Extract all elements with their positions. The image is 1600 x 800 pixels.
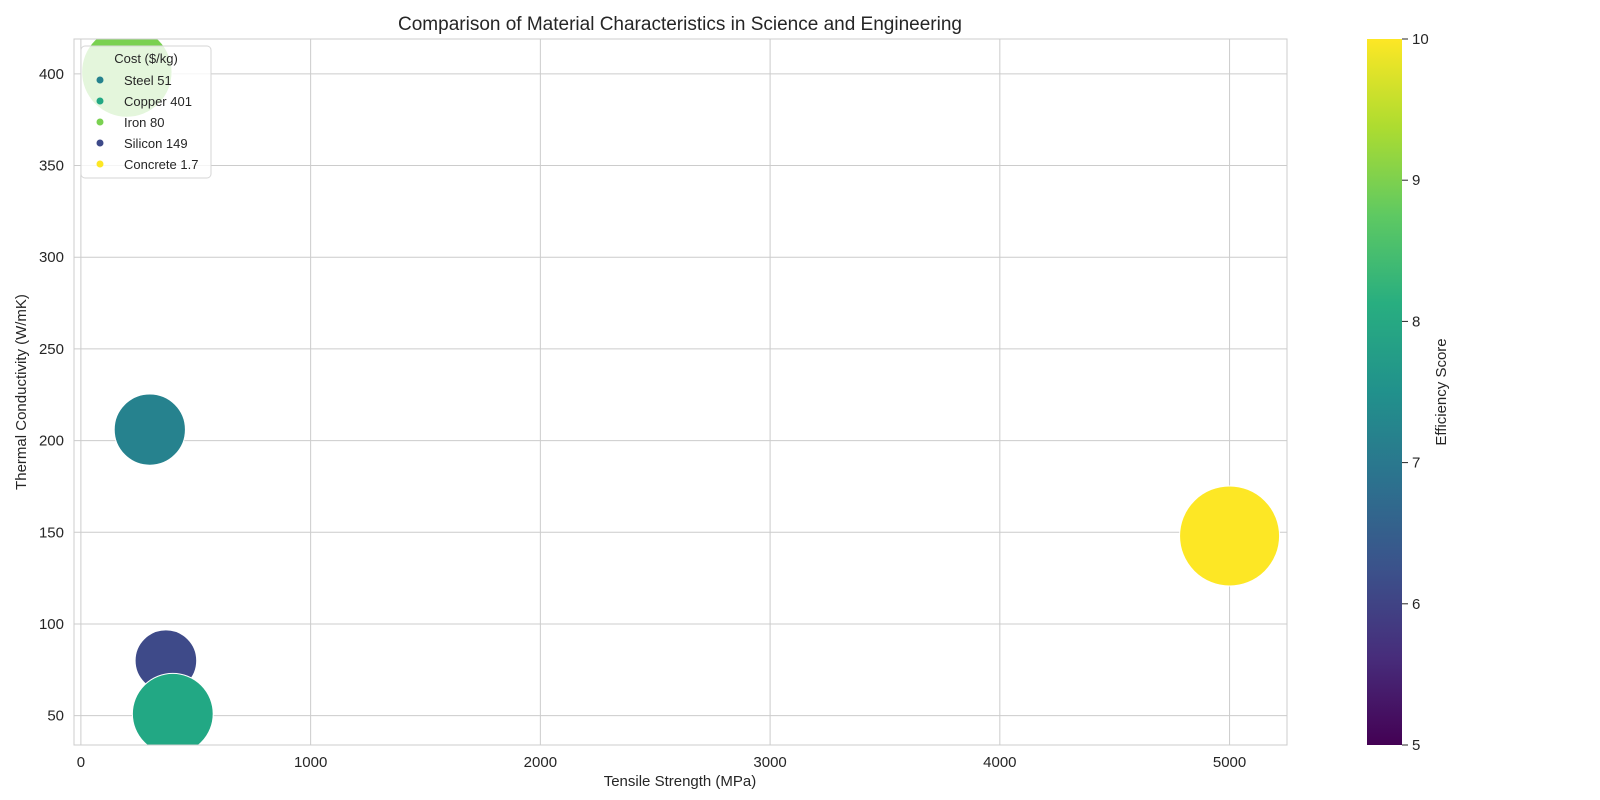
y-tick-label: 50 [47,708,64,725]
legend-marker [96,76,104,84]
legend-label: Iron 80 [124,115,164,130]
legend-marker [96,139,104,147]
data-point [131,672,214,745]
colorbar-tick-label: 5 [1412,737,1420,754]
x-tick-label: 1000 [294,754,327,771]
plot-frame [73,38,1288,746]
x-tick-label: 3000 [753,754,786,771]
colorbar-label: Efficiency Score [1433,338,1450,445]
x-tick-label: 2000 [524,754,557,771]
x-axis-ticks: 0 1000 2000 3000 4000 5000 [77,754,1247,771]
legend-label: Concrete 1.7 [124,157,198,172]
colorbar-tick-label: 7 [1412,455,1420,472]
x-tick-label: 4000 [983,754,1016,771]
colorbar: 5 6 7 8 9 10 Efficiency Score [1367,31,1450,754]
legend-label: Silicon 149 [124,136,188,151]
grid-lines [74,39,1287,745]
colorbar-tick-label: 10 [1412,31,1429,48]
legend-marker [96,97,104,105]
y-tick-label: 100 [39,616,64,633]
x-tick-label: 5000 [1213,754,1246,771]
data-point [113,393,186,466]
legend-label: Steel 51 [124,73,172,88]
y-tick-label: 400 [39,66,64,83]
legend-marker [96,160,104,168]
legend: Cost ($/kg) Steel 51 Copper 401 Iron 80 Sil… [80,45,212,179]
y-tick-label: 250 [39,341,64,358]
legend-label: Copper 401 [124,94,192,109]
y-tick-label: 150 [39,524,64,541]
data-points [81,39,1281,745]
y-tick-label: 350 [39,158,64,175]
data-point [1179,485,1281,587]
x-axis-label: Tensile Strength (MPa) [604,773,757,790]
colorbar-tick-label: 6 [1412,596,1420,613]
colorbar-tick-label: 8 [1412,313,1420,330]
chart-title: Comparison of Material Characteristics i… [398,14,962,35]
colorbar-gradient [1367,39,1402,745]
legend-title: Cost ($/kg) [114,51,178,66]
x-tick-label: 0 [77,754,85,771]
y-tick-label: 200 [39,433,64,450]
legend-box [80,45,212,179]
colorbar-tick-label: 9 [1412,172,1420,189]
y-tick-label: 300 [39,249,64,266]
y-axis-ticks: 50 100 150 200 250 300 350 400 [39,66,64,725]
legend-marker [96,118,104,126]
y-axis-label: Thermal Conductivity (W/mK) [13,294,30,490]
